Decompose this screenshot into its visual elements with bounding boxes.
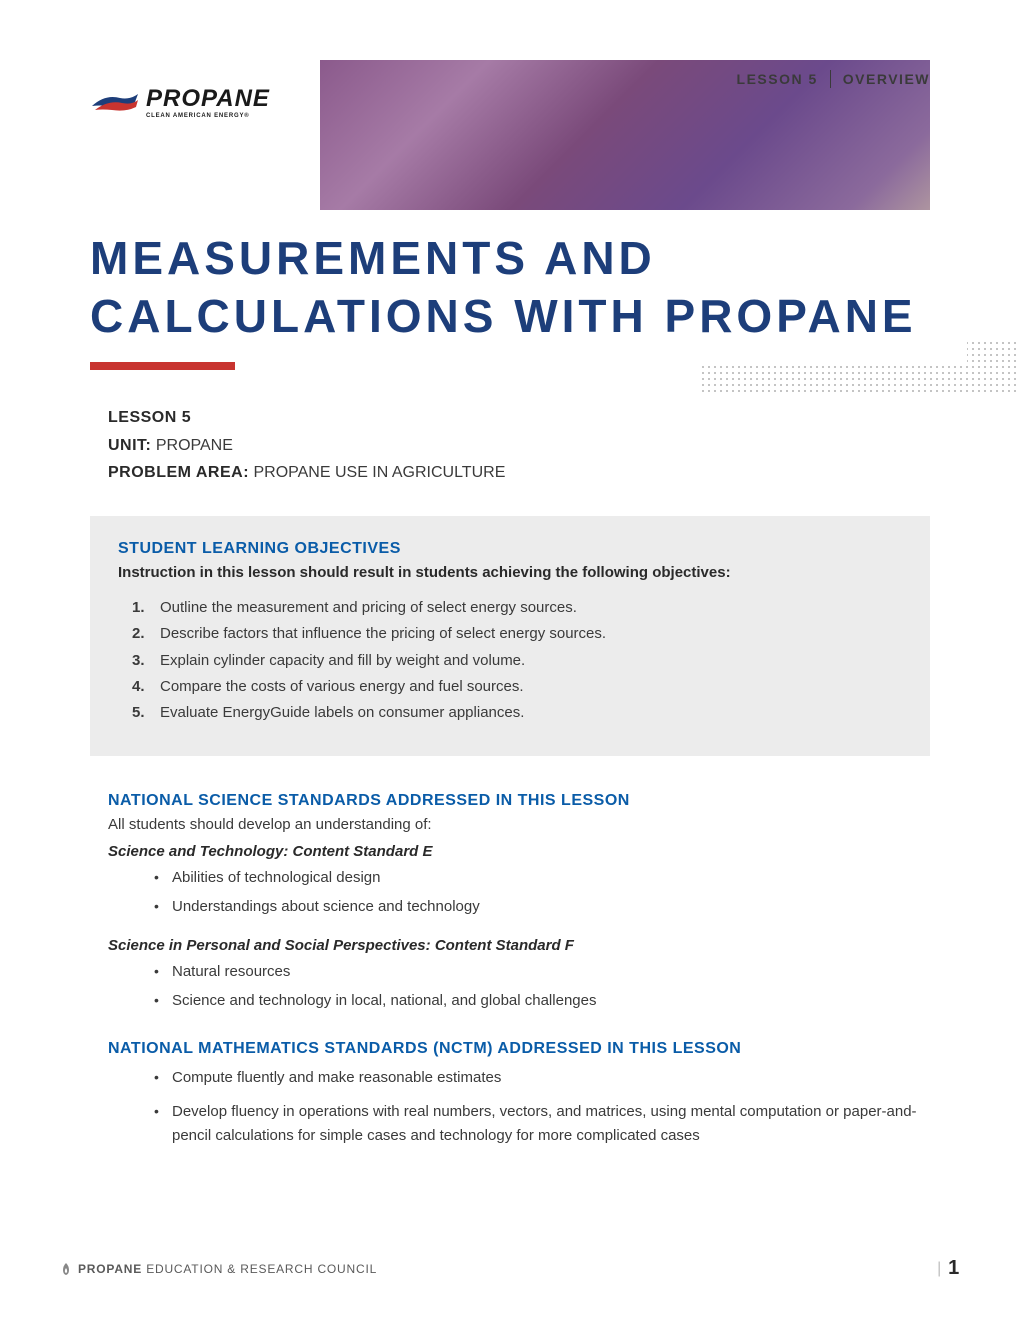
list-item: Science and technology in local, nationa… — [172, 987, 918, 1016]
problem-label: PROBLEM AREA: — [108, 464, 249, 481]
divider — [830, 70, 831, 88]
list-item: 5.Evaluate EnergyGuide labels on consume… — [160, 700, 902, 726]
title-line1: MEASUREMENTS AND — [90, 232, 656, 284]
footer-page: | 1 — [937, 1257, 960, 1280]
lesson-tag: LESSON 5 — [737, 71, 818, 87]
standard-f-list: Natural resources Science and technology… — [108, 958, 918, 1015]
page-number: 1 — [948, 1257, 960, 1280]
lesson-meta: LESSON 5 UNIT: PROPANE PROBLEM AREA: PRO… — [108, 405, 505, 486]
science-heading: NATIONAL SCIENCE STANDARDS ADDRESSED IN … — [108, 792, 918, 810]
unit-value: PROPANE — [151, 437, 233, 454]
logo-text: PROPANE CLEAN AMERICAN ENERGY® — [146, 85, 270, 119]
footer: PROPANE EDUCATION & RESEARCH COUNCIL | 1 — [60, 1257, 960, 1280]
logo-brand: PROPANE — [146, 85, 270, 113]
list-item: Abilities of technological design — [172, 864, 918, 893]
list-item: Develop fluency in operations with real … — [172, 1100, 918, 1148]
flame-icon — [60, 1262, 72, 1276]
footer-org: PROPANE EDUCATION & RESEARCH COUNCIL — [60, 1262, 377, 1276]
list-item: 4.Compare the costs of various energy an… — [160, 674, 902, 700]
objectives-intro: Instruction in this lesson should result… — [118, 564, 902, 581]
objective-text: Evaluate EnergyGuide labels on consumer … — [160, 704, 524, 721]
list-item: Natural resources — [172, 958, 918, 987]
objective-text: Describe factors that influence the pric… — [160, 625, 606, 642]
footer-org-strong: PROPANE — [78, 1262, 142, 1276]
math-section: NATIONAL MATHEMATICS STANDARDS (NCTM) AD… — [108, 1040, 918, 1158]
objective-text: Explain cylinder capacity and fill by we… — [160, 652, 525, 669]
flame-icon — [90, 86, 140, 118]
standard-e-title: Science and Technology: Content Standard… — [108, 843, 918, 860]
header-tag: LESSON 5 OVERVIEW — [737, 70, 930, 88]
math-list: Compute fluently and make reasonable est… — [108, 1066, 918, 1148]
science-section: NATIONAL SCIENCE STANDARDS ADDRESSED IN … — [108, 792, 918, 1015]
objective-text: Outline the measurement and pricing of s… — [160, 599, 577, 616]
science-intro: All students should develop an understan… — [108, 816, 918, 833]
math-heading: NATIONAL MATHEMATICS STANDARDS (NCTM) AD… — [108, 1040, 918, 1058]
footer-org-rest: EDUCATION & RESEARCH COUNCIL — [142, 1262, 377, 1276]
logo: PROPANE CLEAN AMERICAN ENERGY® — [90, 85, 270, 119]
objectives-heading: STUDENT LEARNING OBJECTIVES — [118, 540, 902, 558]
standard-e-list: Abilities of technological design Unders… — [108, 864, 918, 921]
title-line2: CALCULATIONS WITH PROPANE — [90, 290, 917, 342]
problem-value: PROPANE USE IN AGRICULTURE — [249, 464, 505, 481]
lesson-number: LESSON 5 — [108, 405, 505, 431]
list-item: 2.Describe factors that influence the pr… — [160, 621, 902, 647]
unit-label: UNIT: — [108, 437, 151, 454]
list-item: 3.Explain cylinder capacity and fill by … — [160, 648, 902, 674]
logo-tagline: CLEAN AMERICAN ENERGY® — [146, 113, 270, 119]
list-item: Compute fluently and make reasonable est… — [172, 1066, 918, 1090]
standard-f-title: Science in Personal and Social Perspecti… — [108, 937, 918, 954]
objectives-list: 1.Outline the measurement and pricing of… — [118, 595, 902, 726]
objective-text: Compare the costs of various energy and … — [160, 678, 524, 695]
red-underline — [90, 362, 235, 370]
list-item: Understandings about science and technol… — [172, 893, 918, 922]
list-item: 1.Outline the measurement and pricing of… — [160, 595, 902, 621]
title-block: MEASUREMENTS AND CALCULATIONS WITH PROPA… — [60, 210, 967, 365]
overview-tag: OVERVIEW — [843, 71, 930, 87]
page-bar: | — [937, 1260, 942, 1278]
page-title: MEASUREMENTS AND CALCULATIONS WITH PROPA… — [90, 230, 917, 345]
objectives-box: STUDENT LEARNING OBJECTIVES Instruction … — [90, 516, 930, 756]
